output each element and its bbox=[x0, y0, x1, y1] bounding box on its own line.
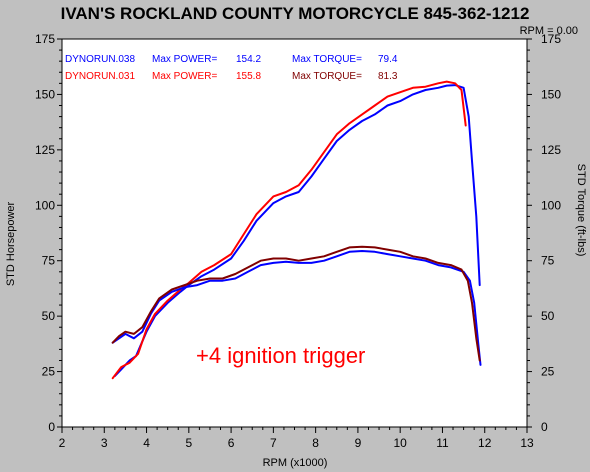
y-tick-labels-left: 0 25 50 75 100 125 150 175 bbox=[35, 32, 55, 434]
y-tick-label-left: 175 bbox=[35, 32, 55, 46]
axis-ticks bbox=[57, 38, 532, 433]
series-line-torque-dynorun-031 bbox=[111, 245, 481, 362]
x-tick-label: 7 bbox=[270, 436, 277, 450]
x-tick-label: 12 bbox=[478, 436, 492, 450]
legend-torque-label-2: Max TORQUE= bbox=[292, 71, 362, 82]
plot-area bbox=[61, 38, 528, 428]
x-tick-label: 8 bbox=[312, 436, 319, 450]
y-tick-label-left: 100 bbox=[35, 198, 55, 212]
legend-power-value-1: 154.2 bbox=[236, 54, 261, 65]
y-tick-label-left: 125 bbox=[35, 143, 55, 157]
y-axis-label-left: STD Horsepower bbox=[5, 201, 17, 286]
x-tick-labels: 2 3 4 5 6 7 8 9 10 11 12 13 bbox=[59, 436, 534, 450]
y-tick-label-left: 0 bbox=[48, 420, 55, 434]
y-tick-labels-right: 0 25 50 75 100 125 150 175 bbox=[541, 32, 561, 434]
series-line-power-dynorun-038 bbox=[113, 84, 481, 377]
x-tick-label: 5 bbox=[185, 436, 192, 450]
series-line-power-dynorun-031 bbox=[111, 80, 467, 380]
y-tick-label-right: 125 bbox=[541, 143, 561, 157]
y-axis-label-right: STD Torque (ft-lbs) bbox=[575, 164, 587, 257]
legend-torque-value-1: 79.4 bbox=[378, 54, 398, 65]
legend-power-label-2: Max POWER= bbox=[152, 71, 217, 82]
x-axis-label: RPM (x1000) bbox=[263, 457, 328, 469]
legend-run-2: DYNORUN.031 bbox=[65, 71, 135, 82]
x-tick-label: 9 bbox=[355, 436, 362, 450]
y-tick-label-right: 50 bbox=[541, 309, 555, 323]
y-tick-label-right: 100 bbox=[541, 198, 561, 212]
y-tick-label-right: 150 bbox=[541, 87, 561, 101]
x-tick-label: 11 bbox=[436, 436, 449, 450]
annotation-ignition-trigger: +4 ignition trigger bbox=[196, 343, 365, 368]
legend-entry-1: DYNORUN.038 Max POWER= 154.2 Max TORQUE=… bbox=[65, 54, 398, 65]
legend-power-value-2: 155.8 bbox=[236, 71, 261, 82]
x-tick-label: 4 bbox=[143, 436, 150, 450]
series-line-torque-dynorun-038 bbox=[111, 250, 482, 366]
y-tick-label-right: 0 bbox=[541, 420, 548, 434]
x-tick-label: 13 bbox=[520, 436, 534, 450]
legend: DYNORUN.038 Max POWER= 154.2 Max TORQUE=… bbox=[65, 54, 398, 82]
y-tick-label-right: 75 bbox=[541, 254, 555, 268]
y-tick-label-right: 175 bbox=[541, 32, 561, 46]
y-tick-label-left: 25 bbox=[42, 365, 56, 379]
legend-run-1: DYNORUN.038 bbox=[65, 54, 135, 65]
series-lines bbox=[111, 80, 482, 380]
y-tick-label-left: 75 bbox=[42, 254, 56, 268]
x-tick-label: 2 bbox=[59, 436, 66, 450]
x-tick-label: 3 bbox=[101, 436, 108, 450]
legend-torque-label-1: Max TORQUE= bbox=[292, 54, 362, 65]
chart-title: IVAN'S ROCKLAND COUNTY MOTORCYCLE 845-36… bbox=[61, 4, 530, 23]
y-tick-label-left: 150 bbox=[35, 87, 55, 101]
legend-entry-2: DYNORUN.031 Max POWER= 155.8 Max TORQUE=… bbox=[65, 71, 398, 82]
y-tick-label-right: 25 bbox=[541, 365, 555, 379]
legend-torque-value-2: 81.3 bbox=[378, 71, 398, 82]
rpm-readout: RPM = 0.00 bbox=[520, 25, 578, 37]
legend-power-label-1: Max POWER= bbox=[152, 54, 217, 65]
y-tick-label-left: 50 bbox=[42, 309, 56, 323]
x-tick-label: 10 bbox=[394, 436, 408, 450]
x-tick-label: 6 bbox=[228, 436, 235, 450]
